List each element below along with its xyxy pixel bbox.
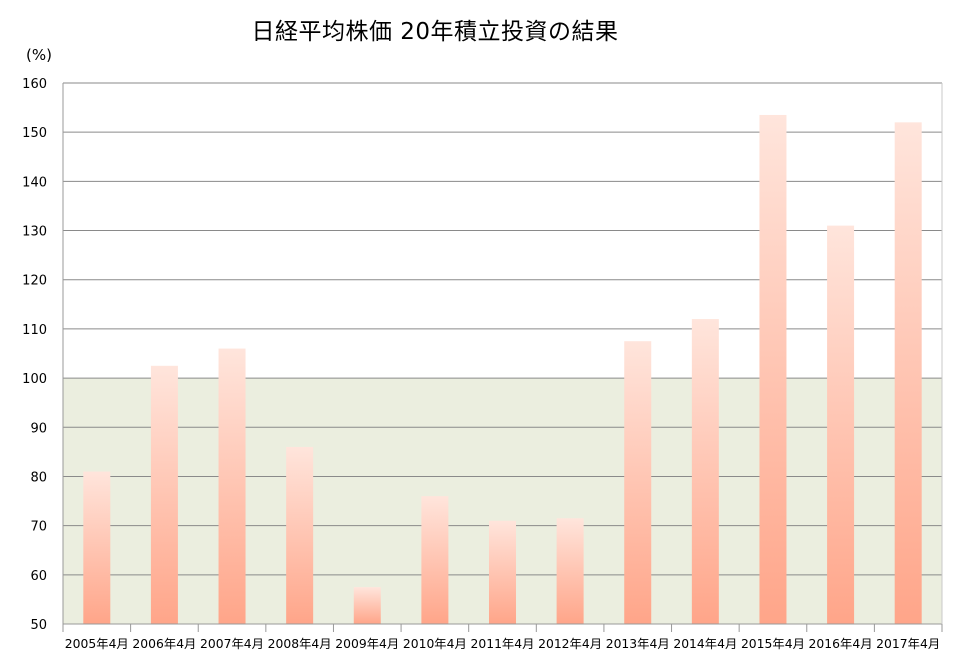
x-tick-label: 2009年4月	[335, 637, 399, 651]
y-tick-label: 120	[22, 274, 47, 289]
y-tick-label: 160	[22, 77, 47, 92]
bar	[489, 520, 516, 624]
bar	[827, 225, 855, 625]
bar	[83, 471, 111, 624]
x-tick-label: 2006年4月	[132, 637, 196, 651]
x-tick-label: 2008年4月	[268, 637, 332, 651]
x-tick-label: 2010年4月	[403, 637, 467, 651]
y-tick-label: 150	[22, 126, 47, 141]
x-tick-label: 2005年4月	[65, 637, 129, 651]
bar	[218, 348, 246, 624]
y-tick-label: 90	[30, 421, 47, 436]
bar	[624, 341, 652, 624]
y-tick-label: 140	[22, 175, 47, 190]
bar	[353, 587, 381, 624]
bar	[894, 122, 922, 624]
x-tick-label: 2017年4月	[876, 637, 940, 651]
x-tick-label: 2013年4月	[606, 637, 670, 651]
y-axis-unit-label: (%)	[26, 46, 52, 64]
x-tick-label: 2012年4月	[538, 637, 602, 651]
x-tick-label: 2015年4月	[741, 637, 805, 651]
bar	[150, 365, 178, 624]
y-tick-label: 60	[30, 569, 47, 584]
y-tick-label: 130	[22, 225, 47, 240]
y-tick-label: 110	[22, 323, 47, 338]
x-tick-label: 2016年4月	[809, 637, 873, 651]
bar	[691, 319, 719, 624]
bar	[556, 518, 584, 624]
y-tick-label: 70	[30, 520, 47, 535]
bar	[421, 496, 449, 624]
x-tick-label: 2011年4月	[471, 637, 535, 651]
y-tick-label: 100	[22, 372, 47, 387]
bar	[286, 446, 314, 624]
bar	[759, 114, 787, 624]
y-tick-label: 80	[30, 470, 47, 485]
x-tick-label: 2014年4月	[673, 637, 737, 651]
x-tick-label: 2007年4月	[200, 637, 264, 651]
chart-title: 日経平均株価 20年積立投資の結果	[251, 19, 619, 45]
y-tick-label: 50	[30, 618, 47, 633]
